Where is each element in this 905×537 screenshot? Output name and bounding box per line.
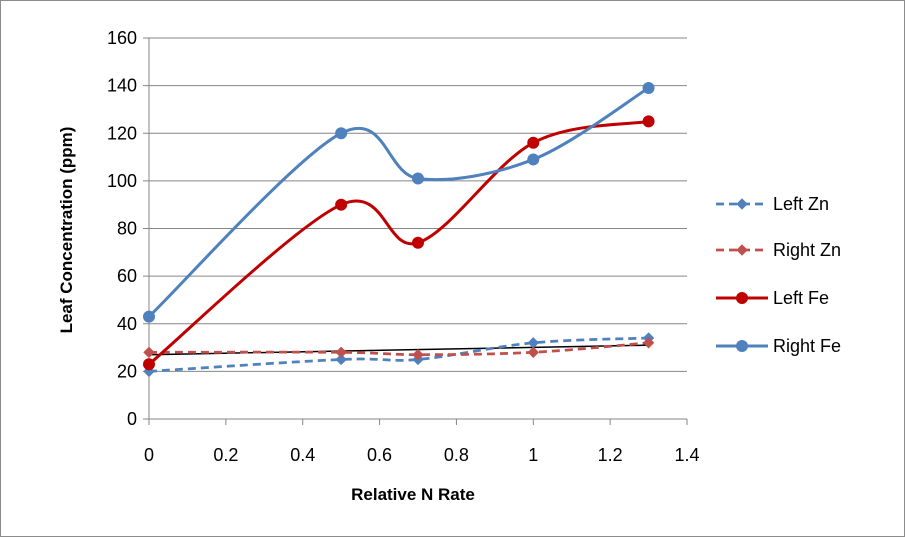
x-axis-title: Relative N Rate [351, 485, 475, 504]
legend-marker-right-zn [736, 244, 748, 256]
data-point-right-fe [642, 82, 655, 95]
axes [143, 37, 688, 425]
y-tick-label: 140 [107, 76, 137, 96]
x-tick-label: 1.4 [674, 445, 699, 465]
data-point-left-zn [335, 353, 347, 366]
gridlines [149, 37, 687, 372]
series-line-left-fe [148, 119, 649, 366]
x-tick-label: 1.2 [598, 445, 623, 465]
legend-label-right-fe: Right Fe [773, 336, 841, 356]
data-point-left-fe [143, 358, 155, 371]
data-point-left-zn [527, 337, 539, 349]
y-tick-label: 100 [107, 171, 137, 191]
legend-label-right-zn: Right Zn [773, 240, 841, 260]
legend: Left Zn Right Zn Left Fe Right Fe [716, 194, 841, 356]
y-tick-label: 120 [107, 123, 137, 143]
series-line-right-zn [148, 341, 649, 357]
series-line-left-zn [148, 336, 649, 373]
data-point-right-fe [143, 310, 155, 323]
data-point-left-fe [412, 236, 424, 249]
legend-marker-right-fe [736, 340, 748, 352]
data-point-right-zn [143, 346, 155, 359]
data-point-right-fe [335, 127, 348, 140]
x-tick-label: 0 [144, 445, 154, 465]
data-point-right-zn [412, 348, 424, 361]
y-tick-label: 80 [117, 219, 137, 239]
data-point-right-fe [412, 172, 424, 185]
y-tick-label: 40 [117, 314, 137, 334]
series-line-right-fe [147, 86, 650, 318]
data-point-left-fe [642, 115, 655, 128]
y-tick-label: 60 [117, 266, 137, 286]
x-tick-label: 0.2 [213, 445, 238, 465]
y-tick-label: 20 [117, 361, 137, 381]
data-point-right-zn [335, 346, 347, 359]
series-layer [143, 82, 655, 378]
y-tick-label: 0 [127, 409, 137, 429]
x-tick-label: 0.8 [444, 445, 469, 465]
y-tick-label: 160 [107, 28, 137, 48]
data-point-left-fe [527, 136, 540, 149]
y-axis-title: Leaf Concentration (ppm) [57, 127, 76, 334]
x-tick-label: 1 [528, 445, 538, 465]
data-point-right-zn [642, 337, 655, 349]
legend-label-left-fe: Left Fe [773, 288, 829, 308]
data-point-left-fe [335, 198, 348, 211]
x-tick-label: 0.6 [367, 445, 392, 465]
data-point-right-fe [527, 153, 540, 166]
legend-marker-left-fe [736, 292, 748, 304]
legend-label-left-zn: Left Zn [773, 194, 829, 214]
data-point-right-zn [527, 346, 539, 359]
tick-labels: 0 20 40 60 80 100 120 140 160 0 0.2 0.4 0.6 0.8 1 1.2 1.… [107, 28, 700, 465]
x-tick-label: 0.4 [290, 445, 315, 465]
legend-marker-left-zn [736, 198, 748, 210]
